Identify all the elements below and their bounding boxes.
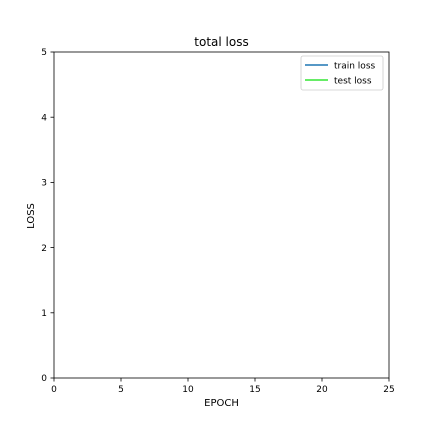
x-tick-label: 5 — [118, 385, 124, 395]
chart-title: total loss — [194, 35, 248, 49]
y-tick-label: 5 — [41, 48, 47, 58]
y-axis-label: LOSS — [26, 203, 37, 229]
legend-label-train-loss: train loss — [334, 62, 376, 72]
y-tick-label: 2 — [41, 244, 47, 254]
x-axis-ticks: 0 5 10 15 20 25 — [51, 378, 395, 395]
x-tick-label: 20 — [316, 385, 328, 395]
x-tick-label: 10 — [182, 385, 194, 395]
y-tick-label: 3 — [41, 179, 47, 189]
x-tick-label: 25 — [383, 385, 394, 395]
x-tick-label: 0 — [51, 385, 57, 395]
y-tick-label: 1 — [41, 309, 47, 319]
legend-label-test-loss: test loss — [334, 77, 372, 87]
y-axis-ticks: 0 1 2 3 4 5 — [41, 48, 54, 384]
x-axis-label: EPOCH — [204, 398, 239, 409]
y-tick-label: 0 — [41, 374, 47, 384]
legend: train loss test loss — [300, 55, 384, 91]
y-tick-label: 4 — [41, 113, 47, 123]
x-tick-label: 15 — [249, 385, 260, 395]
plot-area-frame — [53, 51, 390, 379]
